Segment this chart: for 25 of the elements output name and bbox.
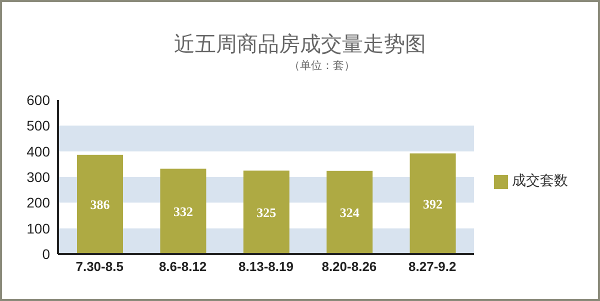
y-tick-label: 300 [26,168,50,185]
data-label: 324 [340,205,360,220]
data-label: 386 [90,197,110,212]
bar [243,170,290,254]
y-tick-label: 200 [26,194,50,211]
bar [410,153,456,254]
chart-subtitle: （单位：套） [288,59,356,73]
y-tick-label: 500 [26,118,50,134]
data-label: 325 [256,204,277,220]
x-tick-label: 8.6-8.12 [158,259,207,274]
y-tick-label: 100 [26,220,50,236]
data-label: 392 [423,196,443,212]
bar [326,170,373,254]
data-label: 332 [173,204,193,220]
x-tick-label: 8.20-8.26 [322,259,377,274]
bar [160,168,206,254]
bar [77,154,123,254]
legend-label: 成交套数 [512,174,568,189]
y-tick-label: 0 [42,246,50,262]
y-tick-label: 600 [26,92,50,108]
y-tick-label: 400 [26,143,50,160]
x-tick-label: 7.30-8.5 [76,259,124,274]
x-tick-label: 8.13-8.19 [238,259,294,274]
chart-title: 近五周商品房成交量走势图 [173,31,427,58]
x-tick-label: 8.27-9.2 [408,259,456,274]
